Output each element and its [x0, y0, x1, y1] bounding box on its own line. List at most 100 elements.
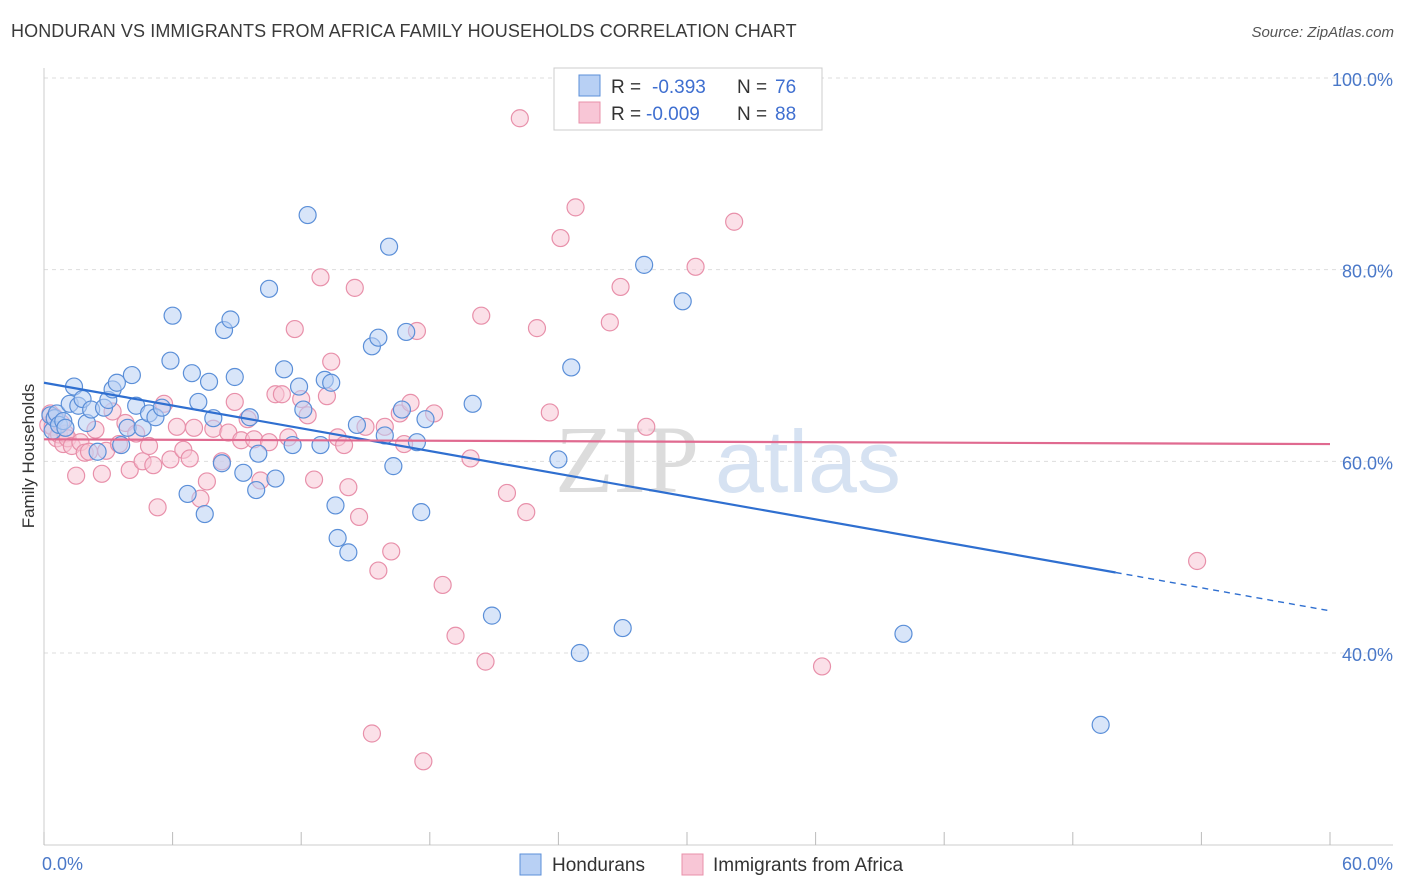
hondurans-point: [416, 410, 435, 429]
series-swatch-hondurans: [519, 853, 542, 876]
hondurans-trend-extension: [1115, 571, 1331, 612]
africa-point: [725, 212, 744, 231]
africa-point: [161, 450, 180, 469]
watermark: ZIP atlas: [555, 406, 901, 513]
africa-point: [476, 652, 495, 671]
africa-point: [637, 417, 656, 436]
y-tick-label: 100.0%: [1332, 70, 1393, 90]
y-tick-label: 60.0%: [1342, 453, 1393, 473]
africa-point: [369, 561, 388, 580]
hondurans-point: [613, 618, 632, 638]
africa-point: [497, 483, 517, 503]
africa-point: [566, 198, 585, 217]
watermark-zip: ZIP: [555, 406, 699, 513]
africa-point: [272, 385, 292, 404]
y-tick-label: 80.0%: [1342, 262, 1393, 282]
hondurans-point: [259, 279, 279, 298]
x-tick-label-max: 60.0%: [1342, 854, 1393, 874]
africa-point: [472, 306, 491, 325]
hondurans-point: [283, 435, 302, 455]
hondurans-points: [41, 205, 1110, 734]
hondurans-point: [122, 365, 141, 385]
africa-point: [551, 228, 570, 248]
legend-r-value-2: -0.009: [646, 104, 700, 125]
hondurans-point: [199, 372, 219, 391]
africa-point: [184, 418, 204, 437]
hondurans-point: [163, 306, 182, 325]
africa-point: [285, 319, 304, 339]
africa-point: [517, 503, 536, 522]
hondurans-point: [298, 205, 317, 225]
africa-point: [446, 626, 465, 645]
africa-point: [414, 752, 433, 771]
legend-n-value-1: 76: [775, 77, 796, 98]
africa-point: [812, 657, 832, 676]
hondurans-point: [562, 358, 581, 377]
x-tick-marks: [43, 832, 1331, 845]
chart-title: HONDURAN VS IMMIGRANTS FROM AFRICA FAMIL…: [11, 21, 797, 41]
africa-point: [225, 392, 244, 412]
hondurans-point: [1091, 715, 1110, 734]
hondurans-point: [384, 457, 403, 476]
hondurans-point: [178, 484, 197, 504]
hondurans-point: [234, 463, 253, 482]
trend-lines: [43, 381, 1331, 612]
africa-point: [197, 472, 216, 491]
hondurans-point: [369, 328, 388, 347]
legend-swatch-hondurans: [578, 74, 601, 97]
hondurans-point: [311, 435, 330, 455]
hondurans-point: [266, 469, 285, 488]
y-axis-label: Family Households: [19, 384, 38, 529]
stats-legend: R = -0.393 N = 76 R = -0.009 N = 88: [553, 67, 823, 131]
africa-trend-line: [43, 438, 1331, 446]
hondurans-point: [328, 528, 347, 548]
hondurans-point: [182, 364, 201, 383]
africa-point: [259, 433, 279, 452]
hondurans-point: [225, 367, 244, 387]
hondurans-point: [88, 442, 107, 461]
source-label: Source: ZipAtlas.com: [1251, 24, 1394, 41]
hondurans-point: [549, 450, 568, 469]
hondurans-point: [189, 392, 208, 412]
africa-point: [120, 460, 139, 480]
hondurans-point: [326, 496, 345, 515]
hondurans-point: [112, 435, 131, 455]
hondurans-point: [212, 454, 231, 473]
hondurans-point: [247, 480, 266, 500]
africa-point: [540, 403, 559, 422]
africa-point: [311, 268, 330, 287]
africa-point: [67, 466, 86, 485]
hondurans-point: [289, 377, 309, 396]
watermark-atlas: atlas: [715, 412, 901, 511]
hondurans-point: [294, 400, 313, 419]
hondurans-point: [397, 322, 416, 342]
africa-point: [148, 498, 167, 517]
hondurans-point: [894, 624, 913, 643]
hondurans-point: [221, 310, 240, 329]
africa-point: [600, 313, 619, 332]
legend-n-label-2: N =: [737, 104, 767, 125]
hondurans-point: [347, 415, 367, 435]
legend-n-value-2: 88: [775, 104, 796, 125]
hondurans-point: [339, 543, 358, 562]
hondurans-point: [673, 292, 692, 311]
africa-point: [139, 436, 159, 456]
legend-r-label-1: R =: [611, 77, 641, 98]
africa-point: [339, 478, 358, 497]
legend-swatch-africa: [578, 101, 601, 124]
hondurans-point: [274, 360, 294, 379]
africa-point: [304, 470, 324, 489]
hondurans-point: [249, 444, 268, 463]
africa-point: [334, 435, 354, 455]
series-label-africa: Immigrants from Africa: [713, 855, 903, 876]
africa-point: [382, 542, 401, 561]
hondurans-point: [407, 433, 427, 452]
y-tick-label: 40.0%: [1342, 645, 1393, 665]
africa-point: [144, 456, 163, 475]
africa-point: [349, 507, 369, 527]
hondurans-point: [322, 373, 341, 392]
africa-point: [345, 278, 364, 297]
series-label-hondurans: Hondurans: [552, 855, 645, 876]
africa-point: [167, 417, 186, 436]
